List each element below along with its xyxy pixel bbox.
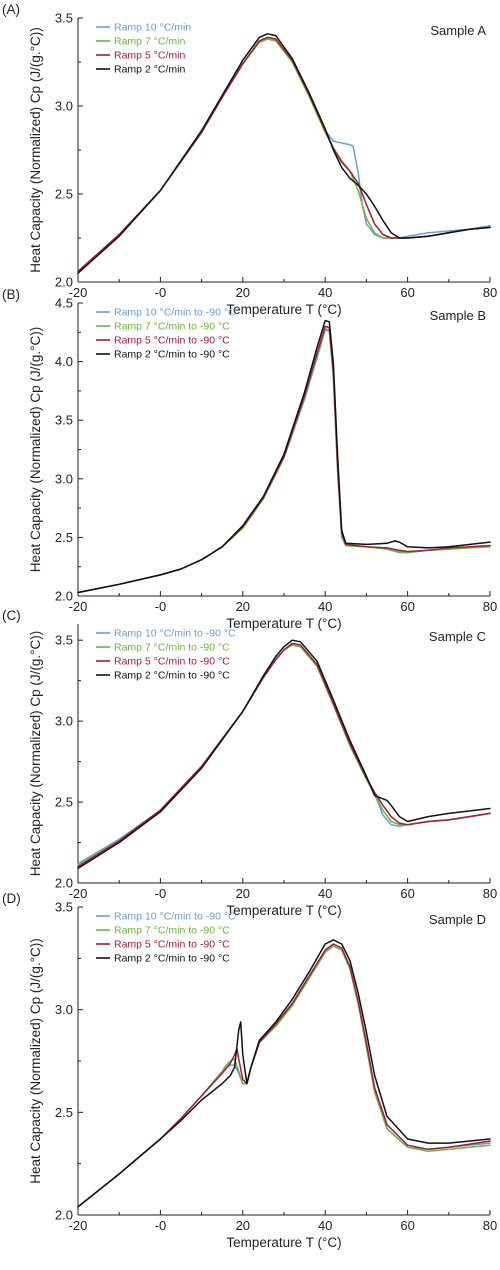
legend-entry: Ramp 7 °C/min to -90 °C — [114, 925, 230, 937]
legend-entry: Ramp 5 °C/min to -90 °C — [114, 656, 230, 668]
chart-panel-2: -20 -0 20 40 60 80 2.0 2.5 3.0 3.5 4.0 4.5 (B) Sample… — [2, 287, 497, 631]
legend-entry: Ramp 10 °C/min to -90 °C — [114, 307, 236, 319]
legend-entry: Ramp 2 °C/min — [114, 64, 185, 76]
legend-entry: Ramp 7 °C/min to -90 °C — [114, 321, 230, 333]
y-tick-label: 2.5 — [55, 187, 73, 202]
x-tick-label: 80 — [483, 285, 497, 300]
x-tick-label: 20 — [236, 285, 250, 300]
y-tick-label: 3.0 — [55, 99, 73, 114]
x-tick-label: 40 — [318, 285, 332, 300]
series-line-1 — [77, 945, 491, 1208]
series-line-3 — [77, 943, 491, 1208]
y-axis-label: Heat Capacity (Normalized) Cp (J/(g.°C)) — [28, 631, 43, 876]
x-tick-label: -20 — [69, 599, 88, 614]
x-tick-label: 20 — [236, 1218, 250, 1233]
x-tick-label: -0 — [155, 886, 167, 901]
x-axis-label: Temperature T (°C) — [226, 302, 341, 317]
x-tick-label: 60 — [400, 599, 414, 614]
series-line-4 — [77, 939, 491, 1208]
panel-label: (A) — [2, 2, 20, 17]
x-axis-label: Temperature T (°C) — [226, 616, 341, 631]
chart-panel-3: -20 -0 20 40 60 80 2.0 2.5 3.0 3.5 (C) Sample C Temp… — [2, 608, 497, 918]
y-tick-label: 3.5 — [55, 900, 73, 915]
series-line-2 — [77, 945, 491, 1208]
y-axis-label: Heat Capacity (Normalized) Cp (J/(g.°C)) — [28, 27, 43, 272]
x-tick-label: 40 — [318, 599, 332, 614]
y-tick-label: 2.0 — [55, 589, 73, 604]
y-tick-label: 2.0 — [55, 275, 73, 290]
sample-label: Sample B — [430, 308, 486, 323]
panel-label: (D) — [2, 891, 21, 906]
y-tick-label: 3.5 — [55, 633, 73, 648]
y-tick-label: 3.0 — [55, 471, 73, 486]
x-axis-label: Temperature T (°C) — [226, 903, 341, 918]
panel-label: (C) — [2, 608, 21, 623]
y-tick-label: 2.0 — [55, 876, 73, 891]
y-tick-label: 3.0 — [55, 1002, 73, 1017]
x-tick-label: -0 — [155, 1218, 167, 1233]
y-tick-label: 4.0 — [55, 354, 73, 369]
x-tick-label: -0 — [155, 285, 167, 300]
sample-label: Sample C — [429, 629, 486, 644]
legend-entry: Ramp 5 °C/min to -90 °C — [114, 335, 230, 347]
legend-entry: Ramp 7 °C/min — [114, 36, 185, 48]
x-tick-label: 40 — [318, 886, 332, 901]
x-tick-label: 20 — [236, 599, 250, 614]
legend-entry: Ramp 5 °C/min to -90 °C — [114, 939, 230, 951]
legend-entry: Ramp 2 °C/min to -90 °C — [114, 953, 230, 965]
sample-label: Sample A — [430, 23, 486, 38]
x-tick-label: 60 — [400, 886, 414, 901]
legend-entry: Ramp 7 °C/min to -90 °C — [114, 642, 230, 654]
x-axis-label: Temperature T (°C) — [226, 1235, 341, 1250]
y-tick-label: 2.5 — [55, 795, 73, 810]
y-tick-label: 2.5 — [55, 1105, 73, 1120]
y-axis-label: Heat Capacity (Normalized) Cp (J/(g.°C)) — [28, 327, 43, 572]
series-line-1 — [77, 329, 491, 594]
x-tick-label: 80 — [483, 1218, 497, 1233]
y-tick-label: 3.5 — [55, 11, 73, 26]
x-tick-label: -20 — [69, 886, 88, 901]
x-tick-label: -20 — [69, 285, 88, 300]
x-tick-label: 60 — [400, 1218, 414, 1233]
legend-entry: Ramp 5 °C/min — [114, 50, 185, 62]
y-tick-label: 2.0 — [55, 1208, 73, 1223]
x-tick-label: -20 — [69, 1218, 88, 1233]
series-line-4 — [77, 33, 491, 274]
legend-entry: Ramp 2 °C/min to -90 °C — [114, 670, 230, 682]
x-tick-label: 20 — [236, 886, 250, 901]
series-line-4 — [77, 319, 491, 594]
x-tick-label: -0 — [155, 599, 167, 614]
x-tick-label: 60 — [400, 285, 414, 300]
sample-label: Sample D — [429, 912, 486, 927]
y-axis-label: Heat Capacity (Normalized) Cp (J/(g.°C)) — [28, 938, 43, 1183]
chart-panel-1: -20 -0 20 40 60 80 2.0 2.5 3.0 3.5 (A) Sample A Temp… — [2, 2, 497, 317]
legend-entry: Ramp 10 °C/min to -90 °C — [114, 628, 236, 640]
chart-panel-4: -20 -0 20 40 60 80 2.0 2.5 3.0 3.5 (D) Sample D Temp… — [2, 891, 497, 1250]
legend-entry: Ramp 10 °C/min — [114, 22, 191, 34]
series-line-4 — [77, 639, 491, 870]
legend-entry: Ramp 10 °C/min to -90 °C — [114, 911, 236, 923]
series-line-2 — [77, 328, 491, 594]
y-tick-label: 2.5 — [55, 530, 73, 545]
x-tick-label: 80 — [483, 599, 497, 614]
x-tick-label: 40 — [318, 1218, 332, 1233]
y-tick-label: 4.5 — [55, 296, 73, 311]
panel-label: (B) — [2, 287, 20, 302]
legend-entry: Ramp 2 °C/min to -90 °C — [114, 349, 230, 361]
series-line-3 — [77, 325, 491, 594]
y-tick-label: 3.0 — [55, 714, 73, 729]
y-tick-label: 3.5 — [55, 413, 73, 428]
x-tick-label: 80 — [483, 886, 497, 901]
